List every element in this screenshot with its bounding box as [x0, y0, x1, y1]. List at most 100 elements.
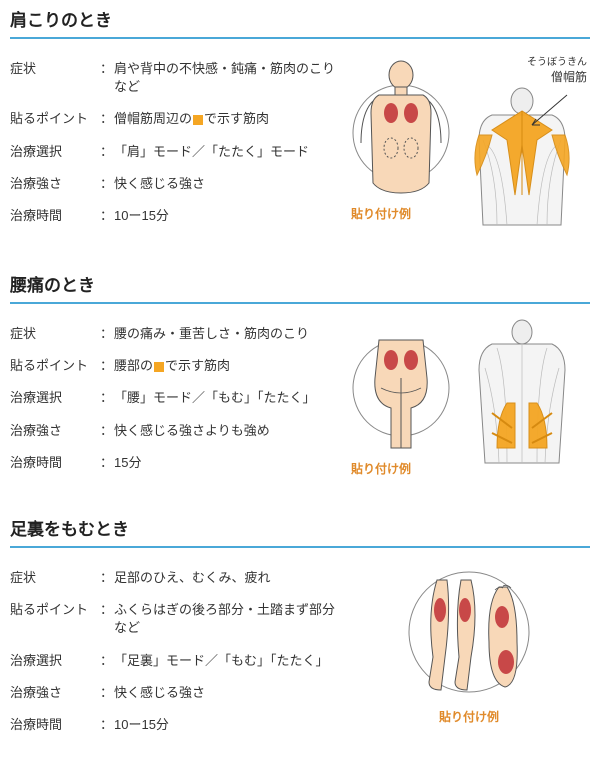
section-title: 肩こりのとき — [10, 0, 590, 37]
illustration-pair: 貼り付け例 — [351, 318, 587, 477]
annotation-small: そうぼうきん — [527, 57, 587, 68]
row-value-post: で示す筋肉 — [165, 358, 230, 373]
table-row: 治療強さ ： 快く感じる強さ — [10, 677, 340, 709]
row-colon: ： — [100, 53, 114, 103]
table-row: 貼るポイント ： 僧帽筋周辺ので示す筋肉 — [10, 103, 340, 135]
section-content: 症状 ： 足部のひえ、むくみ、疲れ 貼るポイント ： ふくらはぎの後ろ部分・土踏… — [10, 562, 590, 741]
row-value: 「腰」モード／「もむ」「たたく」 — [114, 382, 340, 414]
table-row: 治療時間 ： 15分 — [10, 447, 340, 479]
row-colon: ： — [100, 103, 114, 135]
section-lowerback: 腰痛のとき 症状 ： 腰の痛み・重苦しさ・筋肉のこり 貼るポイント ： 腰部ので… — [0, 265, 600, 509]
row-colon: ： — [100, 350, 114, 382]
row-value: 腰の痛み・重苦しさ・筋肉のこり — [114, 318, 340, 350]
table-row: 貼るポイント ： 腰部ので示す筋肉 — [10, 350, 340, 382]
row-colon: ： — [100, 594, 114, 644]
illustration-front: 貼り付け例 — [351, 53, 451, 222]
torso-back-lumbar-icon — [457, 318, 587, 468]
illustration-group: 貼り付け例 — [348, 318, 590, 477]
row-value: 10ー15分 — [114, 200, 340, 232]
row-value: 足部のひえ、むくみ、疲れ — [114, 562, 340, 594]
row-value: 「肩」モード／「たたく」モード — [114, 136, 340, 168]
row-colon: ： — [100, 562, 114, 594]
definition-table: 症状 ： 足部のひえ、むくみ、疲れ 貼るポイント ： ふくらはぎの後ろ部分・土踏… — [10, 562, 340, 741]
row-value: 僧帽筋周辺ので示す筋肉 — [114, 103, 340, 135]
table-row: 症状 ： 肩や背中の不快感・鈍痛・筋肉のこりなど — [10, 53, 340, 103]
table-row: 治療選択 ： 「肩」モード／「たたく」モード — [10, 136, 340, 168]
row-colon: ： — [100, 677, 114, 709]
row-value: 「足裏」モード／「もむ」「たたく」 — [114, 645, 340, 677]
row-value-post: で示す筋肉 — [204, 111, 269, 126]
legs-feet-icon — [399, 562, 539, 702]
row-colon: ： — [100, 645, 114, 677]
section-content: 症状 ： 肩や背中の不快感・鈍痛・筋肉のこりなど 貼るポイント ： 僧帽筋周辺の… — [10, 53, 590, 235]
row-value: 10ー15分 — [114, 709, 340, 741]
row-label: 治療選択 — [10, 382, 100, 414]
section-rule — [10, 302, 590, 304]
definition-table: 症状 ： 腰の痛み・重苦しさ・筋肉のこり 貼るポイント ： 腰部ので示す筋肉 治… — [10, 318, 340, 479]
illustration-pair — [399, 562, 539, 702]
row-value: 快く感じる強さよりも強め — [114, 415, 340, 447]
section-shoulder: 肩こりのとき 症状 ： 肩や背中の不快感・鈍痛・筋肉のこりなど 貼るポイント ：… — [0, 0, 600, 265]
illustration-caption: 貼り付け例 — [351, 460, 451, 477]
torso-front-icon — [351, 53, 451, 203]
row-colon: ： — [100, 709, 114, 741]
row-label: 治療強さ — [10, 415, 100, 447]
row-label: 症状 — [10, 53, 100, 103]
row-colon: ： — [100, 415, 114, 447]
row-label: 治療強さ — [10, 168, 100, 200]
row-label: 貼るポイント — [10, 350, 100, 382]
illustration-legs — [399, 562, 539, 702]
row-value: 肩や背中の不快感・鈍痛・筋肉のこりなど — [114, 53, 340, 103]
row-value: 15分 — [114, 447, 340, 479]
row-label: 治療時間 — [10, 200, 100, 232]
row-value: 腰部ので示す筋肉 — [114, 350, 340, 382]
illustration-front: 貼り付け例 — [351, 318, 451, 477]
row-value: 快く感じる強さ — [114, 168, 340, 200]
illustration-caption: 貼り付け例 — [351, 205, 451, 222]
row-colon: ： — [100, 447, 114, 479]
section-rule — [10, 546, 590, 548]
table-row: 治療強さ ： 快く感じる強さよりも強め — [10, 415, 340, 447]
table-row: 治療選択 ： 「足裏」モード／「もむ」「たたく」 — [10, 645, 340, 677]
row-label: 貼るポイント — [10, 594, 100, 644]
row-label: 症状 — [10, 562, 100, 594]
torso-back-anatomy-icon — [457, 85, 587, 235]
row-colon: ： — [100, 136, 114, 168]
row-colon: ： — [100, 318, 114, 350]
illustration-back: そうぼうきん 僧帽筋 — [457, 53, 587, 235]
table-row: 貼るポイント ： ふくらはぎの後ろ部分・土踏まず部分など — [10, 594, 340, 644]
row-label: 治療時間 — [10, 447, 100, 479]
table-row: 治療時間 ： 10ー15分 — [10, 709, 340, 741]
section-title: 腰痛のとき — [10, 265, 590, 302]
annotation: 僧帽筋 — [551, 70, 587, 84]
illustration-group: 貼り付け例 そうぼうきん 僧帽筋 — [348, 53, 590, 235]
table-row: 症状 ： 足部のひえ、むくみ、疲れ — [10, 562, 340, 594]
row-value-pre: 僧帽筋周辺の — [114, 111, 192, 126]
definition-table: 症状 ： 肩や背中の不快感・鈍痛・筋肉のこりなど 貼るポイント ： 僧帽筋周辺の… — [10, 53, 340, 232]
row-value: 快く感じる強さ — [114, 677, 340, 709]
accent-square-icon — [154, 362, 164, 372]
row-label: 治療選択 — [10, 645, 100, 677]
section-feet: 足裏をもむとき 症状 ： 足部のひえ、むくみ、疲れ 貼るポイント ： ふくらはぎ… — [0, 509, 600, 771]
illustration-pair: 貼り付け例 そうぼうきん 僧帽筋 — [351, 53, 587, 235]
section-content: 症状 ： 腰の痛み・重苦しさ・筋肉のこり 貼るポイント ： 腰部ので示す筋肉 治… — [10, 318, 590, 479]
row-colon: ： — [100, 168, 114, 200]
row-label: 治療強さ — [10, 677, 100, 709]
row-label: 症状 — [10, 318, 100, 350]
row-label: 貼るポイント — [10, 103, 100, 135]
hips-back-icon — [351, 318, 451, 458]
illustration-back — [457, 318, 587, 468]
illustration-group: 貼り付け例 — [348, 562, 590, 725]
row-value: ふくらはぎの後ろ部分・土踏まず部分など — [114, 594, 340, 644]
section-title: 足裏をもむとき — [10, 509, 590, 546]
table-row: 治療選択 ： 「腰」モード／「もむ」「たたく」 — [10, 382, 340, 414]
illustration-caption: 貼り付け例 — [439, 708, 499, 725]
row-label: 治療時間 — [10, 709, 100, 741]
row-label: 治療選択 — [10, 136, 100, 168]
table-row: 治療時間 ： 10ー15分 — [10, 200, 340, 232]
table-row: 治療強さ ： 快く感じる強さ — [10, 168, 340, 200]
row-colon: ： — [100, 200, 114, 232]
accent-square-icon — [193, 115, 203, 125]
section-rule — [10, 37, 590, 39]
row-colon: ： — [100, 382, 114, 414]
